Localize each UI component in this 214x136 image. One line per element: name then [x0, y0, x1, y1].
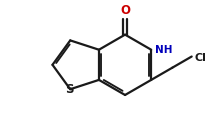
Text: O: O — [120, 4, 130, 17]
Text: Cl: Cl — [194, 53, 206, 63]
Text: NH: NH — [155, 45, 172, 55]
Text: S: S — [65, 83, 73, 96]
